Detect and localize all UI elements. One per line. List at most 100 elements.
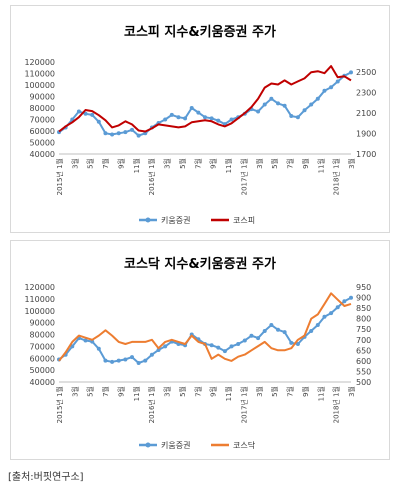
y-left-tick-label: 120000 — [24, 283, 55, 292]
series-point — [329, 311, 334, 316]
y-left-tick-label: 60000 — [30, 127, 55, 136]
series-point — [136, 361, 141, 365]
series-point — [309, 328, 314, 333]
y-right-tick-label: 750 — [356, 325, 371, 334]
y-right-tick-label: 2100 — [356, 109, 376, 118]
x-tick-label: 3월 — [163, 386, 172, 397]
y-right-tick-label: 950 — [356, 283, 371, 292]
series-point — [116, 358, 121, 363]
series-point — [342, 299, 347, 304]
series-point — [103, 358, 108, 363]
y-right-tick-label: 1900 — [356, 130, 376, 139]
y-left-tick-label: 50000 — [30, 139, 55, 148]
series-point — [116, 131, 121, 136]
y-left-tick-label: 50000 — [30, 366, 55, 375]
series-point — [315, 323, 320, 327]
series-point — [262, 328, 267, 333]
series-point — [189, 106, 194, 110]
y-left-tick-label: 90000 — [30, 93, 55, 102]
series-point — [322, 314, 327, 319]
kosdaq-chart-panel: 코스닥 지수&키움증권 주가 40000 50000 60000 70000 80000… — [10, 240, 390, 460]
x-tick-label: 11월 — [132, 158, 141, 173]
series-point — [163, 117, 168, 122]
series-point — [276, 101, 280, 106]
series-point — [143, 358, 148, 363]
x-tick-label: 9월 — [301, 386, 310, 397]
x-tick-label: 3월 — [163, 158, 172, 169]
series-point — [269, 96, 274, 101]
series-point — [302, 108, 307, 113]
x-tick-label: 9월 — [209, 386, 218, 397]
series-point — [96, 346, 101, 351]
x-tick-label: 2018년 1월 — [332, 158, 341, 195]
series-point — [70, 344, 75, 349]
legend-label: 코스피 — [233, 216, 255, 225]
x-tick-label: 9월 — [116, 386, 125, 397]
y-left-tick-label: 60000 — [30, 354, 55, 363]
y-right-tick-label: 2300 — [356, 89, 376, 98]
x-tick-label: 2017년 1월 — [239, 158, 248, 195]
series-point — [249, 333, 254, 338]
x-tick-label: 11월 — [132, 386, 141, 401]
y-right-tick-label: 500 — [356, 378, 371, 387]
x-tick-label: 11월 — [224, 158, 233, 173]
x-tick-label: 5월 — [270, 386, 279, 397]
y-left-tick-label: 70000 — [30, 116, 55, 125]
series-point — [236, 342, 241, 346]
y-right-tick-label: 800 — [356, 315, 371, 324]
series-point — [123, 357, 128, 362]
y-left-tick-label: 120000 — [24, 58, 55, 67]
x-tick-label: 9월 — [301, 158, 310, 169]
x-tick-label: 5월 — [86, 158, 95, 169]
x-tick-label: 3월 — [347, 158, 356, 169]
series-point — [276, 327, 280, 332]
y-left-tick-label: 80000 — [30, 331, 55, 340]
legend-marker-0 — [145, 442, 151, 448]
series-point — [335, 79, 340, 84]
series-point — [282, 330, 287, 335]
series-line-1 — [58, 65, 352, 133]
series-point — [295, 342, 300, 346]
series-point — [349, 70, 353, 75]
series-point — [289, 340, 294, 345]
series-point — [176, 115, 181, 120]
x-tick-label: 7월 — [193, 158, 202, 169]
series-point — [209, 343, 214, 348]
series-point — [83, 338, 88, 343]
series-point — [256, 336, 261, 341]
series-point — [222, 349, 227, 354]
x-tick-label: 3월 — [70, 158, 79, 169]
series-point — [309, 102, 314, 107]
series-point — [110, 132, 115, 137]
series-point — [315, 96, 320, 101]
series-point — [256, 109, 261, 114]
x-tick-label: 3월 — [255, 158, 264, 169]
x-tick-label: 7월 — [286, 386, 295, 397]
series-point — [349, 295, 353, 300]
x-tick-label: 2015년 1월 — [55, 158, 64, 195]
legend-label: 코스닥 — [233, 440, 256, 450]
series-point — [169, 112, 174, 117]
y-left-tick-label: 110000 — [24, 70, 55, 79]
legend-label: 키움증권 — [161, 440, 190, 450]
x-tick-label: 3월 — [70, 386, 79, 397]
y-right-tick-label: 850 — [356, 304, 371, 313]
x-tick-label: 5월 — [178, 158, 187, 169]
series-point — [123, 130, 128, 135]
series-point — [130, 127, 134, 132]
x-tick-label: 5월 — [270, 158, 279, 169]
legend-marker-0 — [145, 217, 151, 223]
series-point — [216, 118, 221, 123]
series-line-1 — [58, 292, 352, 362]
series-point — [216, 345, 221, 350]
series-point — [83, 111, 88, 116]
series-point — [90, 112, 95, 117]
series-point — [196, 110, 201, 115]
x-tick-label: 7월 — [193, 386, 202, 397]
y-left-tick-label: 80000 — [30, 104, 55, 113]
x-tick-label: 3월 — [255, 386, 264, 397]
series-point — [149, 352, 154, 357]
y-right-tick-label: 550 — [356, 367, 371, 376]
series-point — [335, 305, 340, 310]
series-point — [229, 344, 234, 349]
